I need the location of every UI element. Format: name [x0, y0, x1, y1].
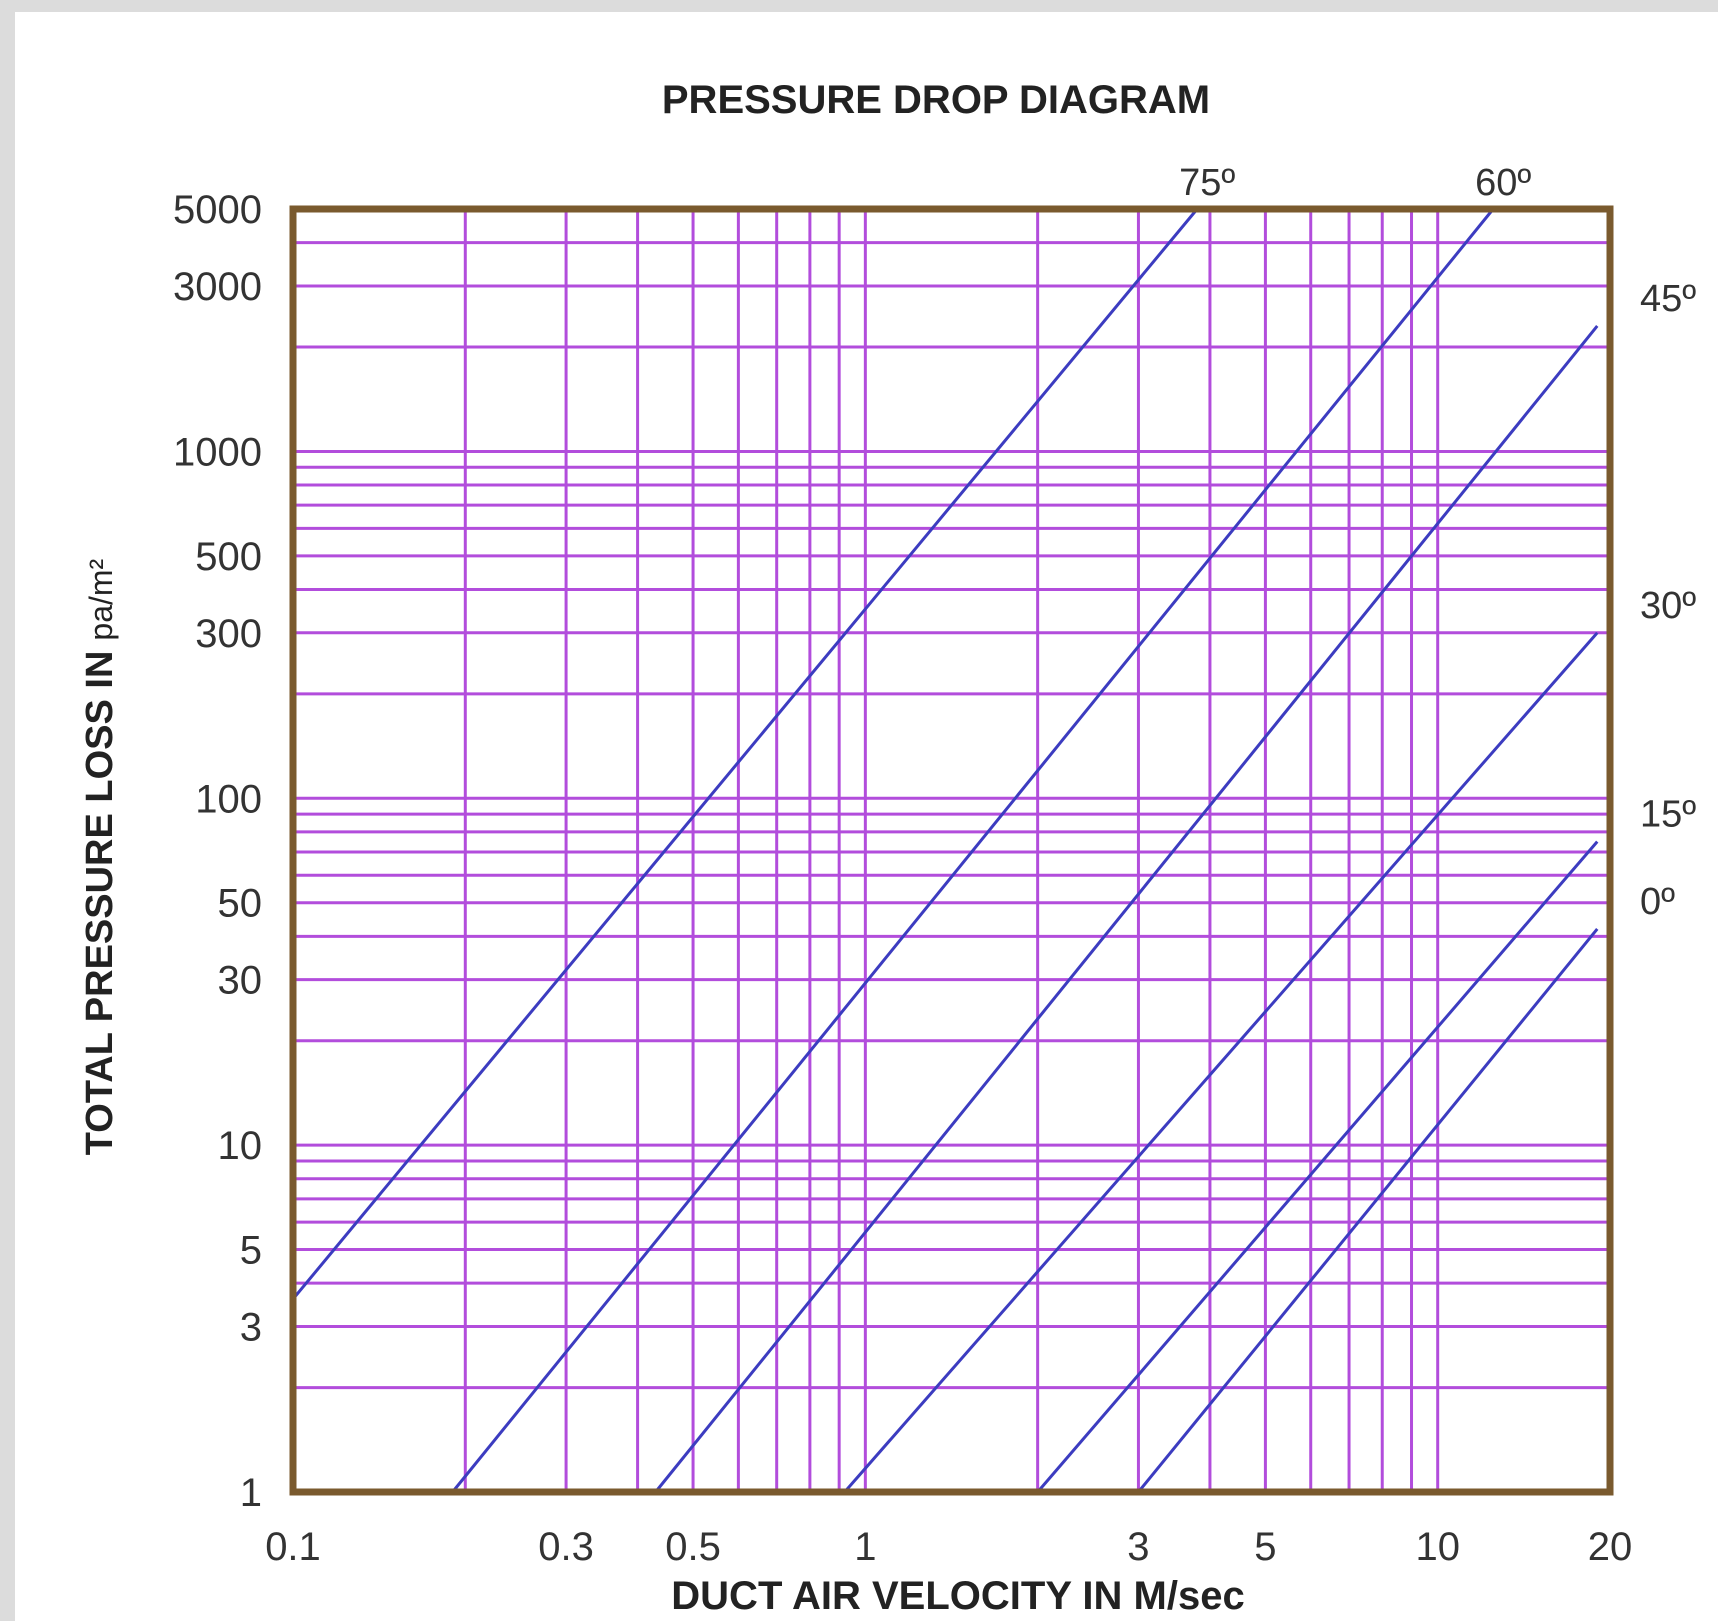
- series-label-4: 15º: [1640, 794, 1696, 836]
- plot-border: [289, 205, 1614, 1496]
- series-line-3: [843, 631, 1599, 1493]
- y-tick-label: 5000: [173, 188, 262, 232]
- y-axis-label-unit: pa/m²: [83, 558, 119, 640]
- series-label-2: 45º: [1640, 278, 1696, 320]
- y-tick-label: 300: [195, 612, 262, 656]
- x-tick-label: 0.5: [665, 1525, 721, 1569]
- y-tick-label: 5: [240, 1229, 262, 1273]
- x-tick-label: 1: [854, 1525, 876, 1569]
- series-label-5: 0º: [1640, 881, 1675, 923]
- y-axis-label-text: TOTAL PRESSURE LOSS IN: [79, 651, 121, 1156]
- y-axis-ticks: 1 3 5 10 30 50 100 300 500 1000 3000 5000: [173, 188, 262, 1515]
- series-lines: [291, 208, 1599, 1493]
- x-tick-label: 0.1: [265, 1525, 321, 1569]
- series-labels: 75º 60º 45º 30º 15º 0º: [1179, 162, 1696, 923]
- x-tick-label: 10: [1415, 1525, 1460, 1569]
- series-line-1: [451, 208, 1495, 1493]
- y-tick-label: 1000: [173, 430, 262, 474]
- y-tick-label: 10: [218, 1124, 263, 1168]
- x-tick-label: 5: [1254, 1525, 1276, 1569]
- y-tick-label: 3000: [173, 265, 262, 309]
- y-tick-label: 30: [218, 959, 263, 1003]
- y-tick-label: 50: [218, 882, 263, 926]
- y-tick-label: 500: [195, 535, 262, 579]
- x-tick-label: 20: [1588, 1525, 1633, 1569]
- series-line-4: [1036, 840, 1599, 1493]
- chart-title: PRESSURE DROP DIAGRAM: [662, 78, 1210, 122]
- y-axis-label: TOTAL PRESSURE LOSS IN pa/m²: [79, 558, 121, 1155]
- plot-area: [293, 209, 1610, 1492]
- x-tick-label: 3: [1127, 1525, 1149, 1569]
- y-tick-label: 1: [240, 1471, 262, 1515]
- chart-page: PRESSURE DROP DIAGRAM 0.1 0.3 0.5 1 3 5 10 20 1…: [15, 12, 1718, 1621]
- series-line-5: [1137, 928, 1599, 1493]
- x-axis-ticks: 0.1 0.3 0.5 1 3 5 10 20: [265, 1525, 1632, 1569]
- series-label-3: 30º: [1640, 585, 1696, 627]
- y-tick-label: 3: [240, 1306, 262, 1350]
- grid-lines: [293, 209, 1610, 1492]
- y-tick-label: 100: [195, 777, 262, 821]
- series-line-0: [291, 208, 1199, 1301]
- series-label-1: 60º: [1475, 162, 1531, 204]
- x-tick-label: 0.3: [538, 1525, 594, 1569]
- plot-frame: [289, 205, 1614, 1496]
- series-label-0: 75º: [1179, 162, 1235, 204]
- series-line-2: [654, 325, 1599, 1493]
- x-axis-label: DUCT AIR VELOCITY IN M/sec: [671, 1574, 1244, 1618]
- plot-background: [293, 209, 1610, 1492]
- pressure-drop-chart: PRESSURE DROP DIAGRAM 0.1 0.3 0.5 1 3 5 10 20 1…: [79, 78, 1696, 1618]
